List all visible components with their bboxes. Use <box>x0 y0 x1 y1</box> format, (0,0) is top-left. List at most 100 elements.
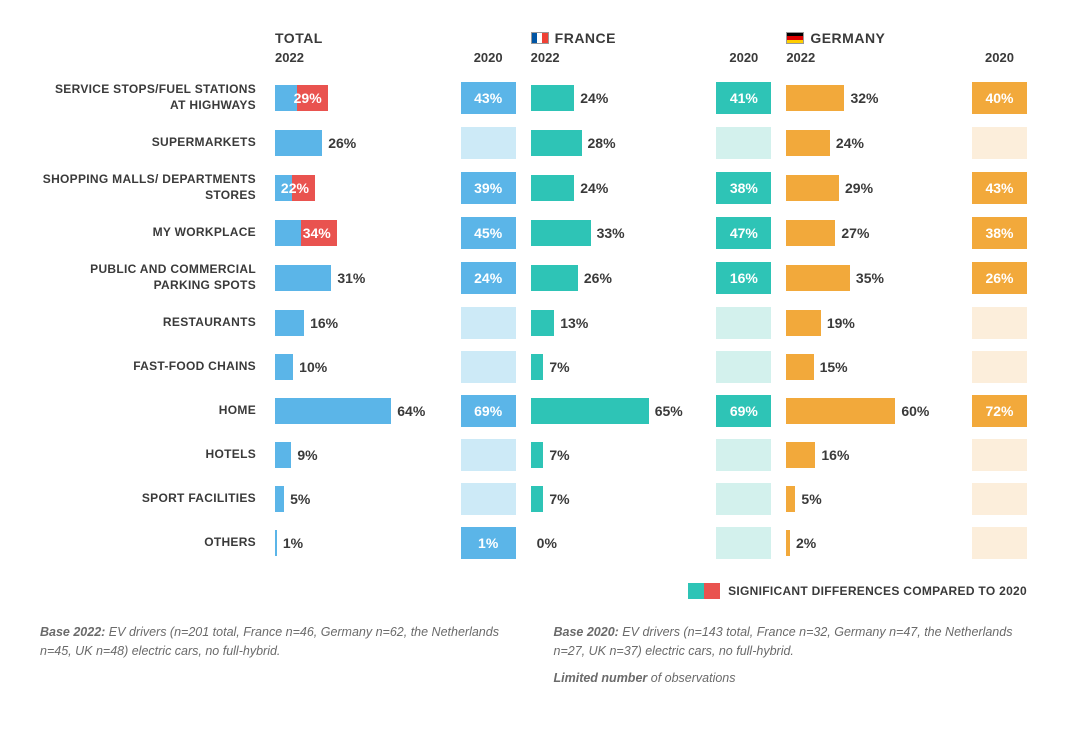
bar-2022-wrap: 9% <box>275 442 457 468</box>
bar-2022 <box>531 442 544 468</box>
bar-2020 <box>972 351 1027 383</box>
category-label: SPORT FACILITIES <box>40 491 260 507</box>
bar-value-2022: 65% <box>649 403 683 419</box>
category-label: OTHERS <box>40 535 260 551</box>
footnote-right: Base 2020: EV drivers (n=143 total, Fran… <box>554 623 1028 687</box>
bar-2020: 45% <box>461 217 516 249</box>
bar-value-2022: 26% <box>322 135 356 151</box>
chart-cell: 1% 1% <box>275 521 516 565</box>
panel-header-row: TOTAL FRANCE GERMANY <box>40 30 1027 50</box>
bar-2020: 38% <box>716 172 771 204</box>
bar-value-2022: 1% <box>277 535 303 551</box>
bar-2020: 39% <box>461 172 516 204</box>
bar-value-2022: 9% <box>291 447 317 463</box>
chart-row: SHOPPING MALLS/ DEPARTMENTS STORES22%39%… <box>40 165 1027 211</box>
bar-value-2022: 35% <box>850 270 884 286</box>
bar-value-2022: 7% <box>543 359 569 375</box>
bar-2022-wrap: 24% <box>531 175 713 201</box>
bar-2022-wrap: 16% <box>275 310 457 336</box>
bar-2022 <box>786 220 835 246</box>
chart-cell: 0% <box>531 521 772 565</box>
bar-2022 <box>786 398 895 424</box>
bar-2022 <box>531 398 649 424</box>
bar-2022-wrap: 0% <box>531 530 713 556</box>
bar-2022-wrap: 10% <box>275 354 457 380</box>
chart-row: HOTELS 9% 7% 16% <box>40 433 1027 477</box>
bar-2020 <box>972 127 1027 159</box>
chart-cell: 26% <box>275 121 516 165</box>
chart-row: SPORT FACILITIES 5% 7% 5% <box>40 477 1027 521</box>
bar-2022 <box>786 486 795 512</box>
bar-value-2022: 33% <box>591 225 625 241</box>
bar-2022-wrap: 16% <box>786 442 968 468</box>
bar-value-2022: 60% <box>895 403 929 419</box>
bar-2022: 22% <box>275 175 315 201</box>
chart-cell: 31%24% <box>275 255 516 301</box>
bar-value-2022: 26% <box>578 270 612 286</box>
year-2020-label: 2020 <box>972 50 1027 65</box>
bar-2020: 1% <box>461 527 516 559</box>
bar-2020: 38% <box>972 217 1027 249</box>
year-2022-label: 2022 <box>275 50 461 65</box>
chart-row: PUBLIC AND COMMERCIAL PARKING SPOTS31%24… <box>40 255 1027 301</box>
footnote-bold: Base 2022: <box>40 625 105 639</box>
chart-cell: 5% <box>786 477 1027 521</box>
bar-2020 <box>716 351 771 383</box>
panel-label: TOTAL <box>275 30 323 46</box>
chart-cell: 60%72% <box>786 389 1027 433</box>
bar-2020: 16% <box>716 262 771 294</box>
chart-cell: 26% 16% <box>531 255 772 301</box>
bar-value-2022: 7% <box>543 447 569 463</box>
bar-2020: 43% <box>461 82 516 114</box>
bar-value-2022: 0% <box>531 535 557 551</box>
bar-2022-wrap: 2% <box>786 530 968 556</box>
legend-text: SIGNIFICANT DIFFERENCES COMPARED TO 2020 <box>728 584 1027 598</box>
panel-header-germany: GERMANY <box>786 30 1027 50</box>
bar-2022 <box>531 310 555 336</box>
bar-2022-wrap: 24% <box>531 85 713 111</box>
year-cell: 2022 2020 <box>786 50 1027 65</box>
bar-value-2022: 13% <box>554 315 588 331</box>
chart-cell: 7% <box>531 345 772 389</box>
bar-2022 <box>531 354 544 380</box>
bar-2022: 29% <box>275 85 328 111</box>
bar-value-2022: 2% <box>790 535 816 551</box>
bar-value-2022: 7% <box>543 491 569 507</box>
chart-row: OTHERS 1% 1% 0% 2% <box>40 521 1027 565</box>
chart-cell: 33%47% <box>531 211 772 255</box>
footnote-bold: Base 2020: <box>554 625 619 639</box>
chart-row: SUPERMARKETS26%28%24% <box>40 121 1027 165</box>
bar-2022-wrap: 29% <box>275 85 457 111</box>
bar-2022-wrap: 15% <box>786 354 968 380</box>
legend-swatch-icon <box>688 583 720 599</box>
chart-cell: 32%40% <box>786 75 1027 121</box>
bar-2022-wrap: 65% <box>531 398 713 424</box>
bar-2022-wrap: 26% <box>275 130 457 156</box>
panel-label: GERMANY <box>810 30 885 46</box>
chart-cell: 27%38% <box>786 211 1027 255</box>
bar-2020: 41% <box>716 82 771 114</box>
bar-2020 <box>972 483 1027 515</box>
category-label: SERVICE STOPS/FUEL STATIONS AT HIGHWAYS <box>40 82 260 113</box>
bar-2020: 69% <box>461 395 516 427</box>
bar-value-2022: 29% <box>294 90 328 106</box>
chart-cell: 10% <box>275 345 516 389</box>
bar-2022-wrap: 7% <box>531 442 713 468</box>
chart-cell: 7% <box>531 433 772 477</box>
bar-2022-wrap: 24% <box>786 130 968 156</box>
chart-cell: 5% <box>275 477 516 521</box>
bar-2022 <box>786 310 821 336</box>
bar-2022 <box>786 130 830 156</box>
bar-2022-wrap: 64% <box>275 398 457 424</box>
bar-value-2022: 22% <box>281 180 315 196</box>
year-2020-label: 2020 <box>716 50 771 65</box>
bar-2022-wrap: 19% <box>786 310 968 336</box>
footnote-text: of observations <box>647 671 735 685</box>
year-header-row: 2022 2020 2022 2020 2022 2020 <box>40 50 1027 65</box>
bar-value-2022: 34% <box>303 225 337 241</box>
chart-rows: SERVICE STOPS/FUEL STATIONS AT HIGHWAYS 2… <box>40 75 1027 565</box>
bar-2022 <box>786 85 844 111</box>
bar-2022 <box>786 442 815 468</box>
category-label: HOTELS <box>40 447 260 463</box>
bar-value-2022: 28% <box>582 135 616 151</box>
